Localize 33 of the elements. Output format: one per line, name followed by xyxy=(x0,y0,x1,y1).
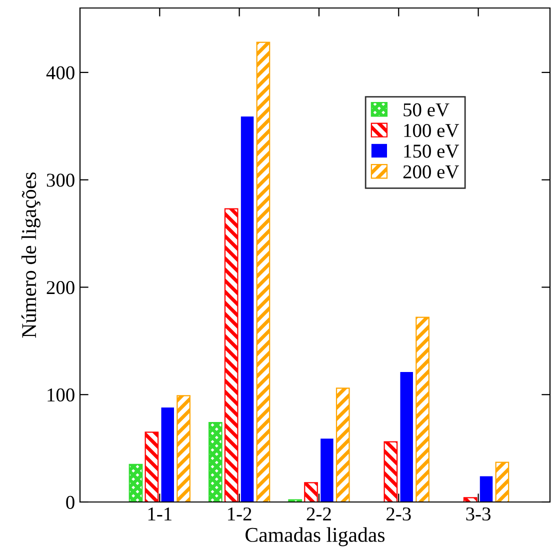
bar xyxy=(384,441,398,502)
y-tick-label: 400 xyxy=(46,66,74,80)
x-tick-label: 2-2 xyxy=(306,507,331,520)
bar xyxy=(208,422,222,502)
bar xyxy=(128,464,143,502)
bar xyxy=(144,432,159,502)
bar xyxy=(495,462,510,502)
x-tick-label: 2-3 xyxy=(386,507,411,521)
bar xyxy=(480,476,493,502)
x-axis-title: Camadas ligadas xyxy=(246,527,385,546)
bar xyxy=(320,438,334,502)
bar xyxy=(176,395,190,502)
bar xyxy=(416,316,430,502)
y-axis-title: Número de ligações xyxy=(21,172,40,338)
legend-label: 50 eV xyxy=(404,103,450,116)
y-tick-label: 200 xyxy=(46,281,74,294)
x-tick-label: 1-1 xyxy=(148,508,172,520)
x-tick-label: 3-3 xyxy=(466,507,491,521)
legend-label: 100 eV xyxy=(404,124,460,138)
bar xyxy=(256,42,270,502)
y-tick-label: 100 xyxy=(48,388,74,402)
bar xyxy=(161,407,174,502)
bar xyxy=(336,388,350,502)
legend-label: 150 eV xyxy=(404,144,460,158)
bar xyxy=(463,497,478,502)
bar xyxy=(224,208,238,502)
y-tick-label: 0 xyxy=(66,496,74,509)
bar xyxy=(240,116,254,502)
y-tick-label: 300 xyxy=(46,174,74,187)
bar xyxy=(400,372,413,502)
bar xyxy=(304,482,318,502)
legend-label: 200 eV xyxy=(403,165,460,179)
x-tick-label: 1-2 xyxy=(228,507,252,520)
